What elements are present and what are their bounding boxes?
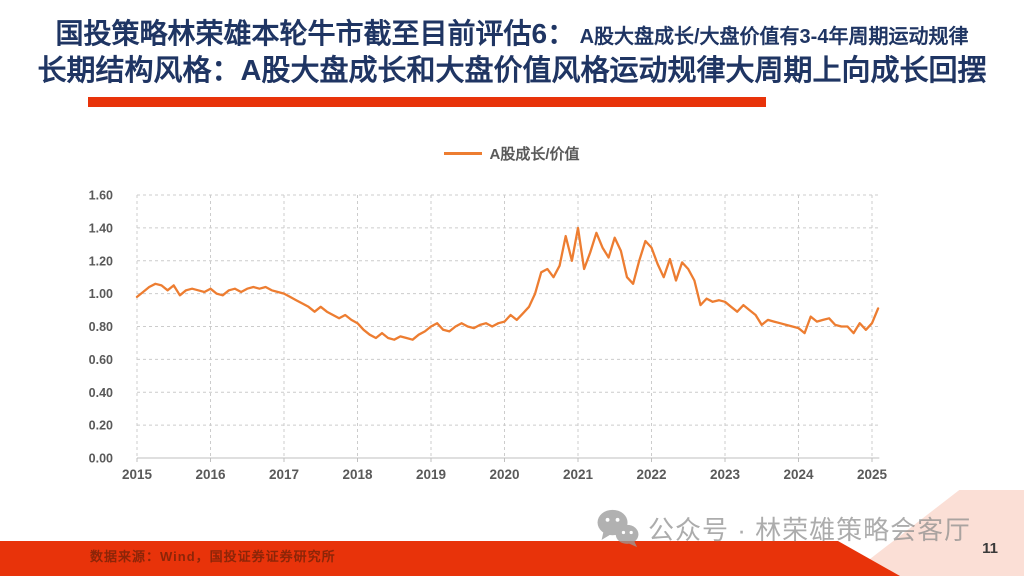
x-tick-label: 2025 [857, 467, 888, 482]
y-tick-label: 0.40 [89, 386, 113, 400]
x-tick-label: 2016 [195, 467, 226, 482]
y-tick-label: 0.00 [89, 452, 113, 466]
title-line-2: 长期结构风格：A股大盘成长和大盘价值风格运动规律大周期上向成长回摆 [37, 55, 987, 88]
x-tick-label: 2019 [416, 467, 446, 482]
title-line-1: 国投策略林荣雄本轮牛市截至目前评估6： A股大盘成长/大盘价值有3-4年周期运动… [0, 18, 1024, 50]
series-line-A股成长/价值 [135, 226, 880, 341]
y-tick-label: 0.60 [89, 353, 113, 367]
x-tick-label: 2020 [489, 467, 519, 482]
y-tick-label: 0.80 [89, 320, 113, 334]
data-source-text: 数据来源：Wind，国投证券证券研究所 [90, 549, 336, 564]
y-tick-label: 1.20 [89, 254, 113, 268]
x-tick-label: 2021 [563, 467, 594, 482]
pink-triangle-decor [848, 490, 1024, 576]
watermark-text: 公众号 · 林荣雄策略会客厅 [648, 514, 972, 545]
watermark: 公众号 · 林荣雄策略会客厅 [596, 508, 971, 548]
red-footer-bar [0, 541, 900, 576]
x-tick-label: 2022 [636, 467, 666, 482]
title-line1-sub: A股大盘成长/大盘价值有3-4年周期运动规律 [579, 26, 969, 48]
x-tick-label: 2015 [122, 467, 153, 482]
y-tick-label: 0.20 [89, 419, 113, 433]
title-line1-main: 国投策略林荣雄本轮牛市截至目前评估6： [55, 18, 576, 49]
legend-label: A股成长/价值 [489, 146, 580, 163]
legend-line-swatch [444, 152, 483, 155]
footer-decor [0, 490, 1024, 576]
page-number: 11 [982, 540, 998, 557]
x-tick-label: 2018 [342, 467, 373, 482]
chart-legend: A股成长/价值 [0, 143, 1024, 164]
chart-canvas: 0.00 0.20 0.40 0.60 0.80 1.00 1.20 1.40 1.60 2015… [89, 189, 888, 483]
ratio-line-chart: 0.00 0.20 0.40 0.60 0.80 1.00 1.20 1.40 1.60 2015… [0, 170, 1024, 500]
title-underline-bar [88, 97, 766, 107]
y-tick-label: 1.40 [89, 221, 113, 235]
y-tick-label: 1.00 [89, 287, 113, 301]
footer: 数据来源：Wind，国投证券证券研究所 11 公众号 · 林荣雄策略会客厅 [0, 490, 1024, 576]
x-tick-label: 2024 [783, 467, 814, 482]
x-tick-label: 2023 [710, 467, 741, 482]
title-block: 国投策略林荣雄本轮牛市截至目前评估6： A股大盘成长/大盘价值有3-4年周期运动… [0, 18, 1024, 89]
wechat-icon [597, 509, 639, 548]
y-tick-label: 1.60 [89, 189, 113, 203]
x-tick-label: 2017 [269, 467, 299, 482]
